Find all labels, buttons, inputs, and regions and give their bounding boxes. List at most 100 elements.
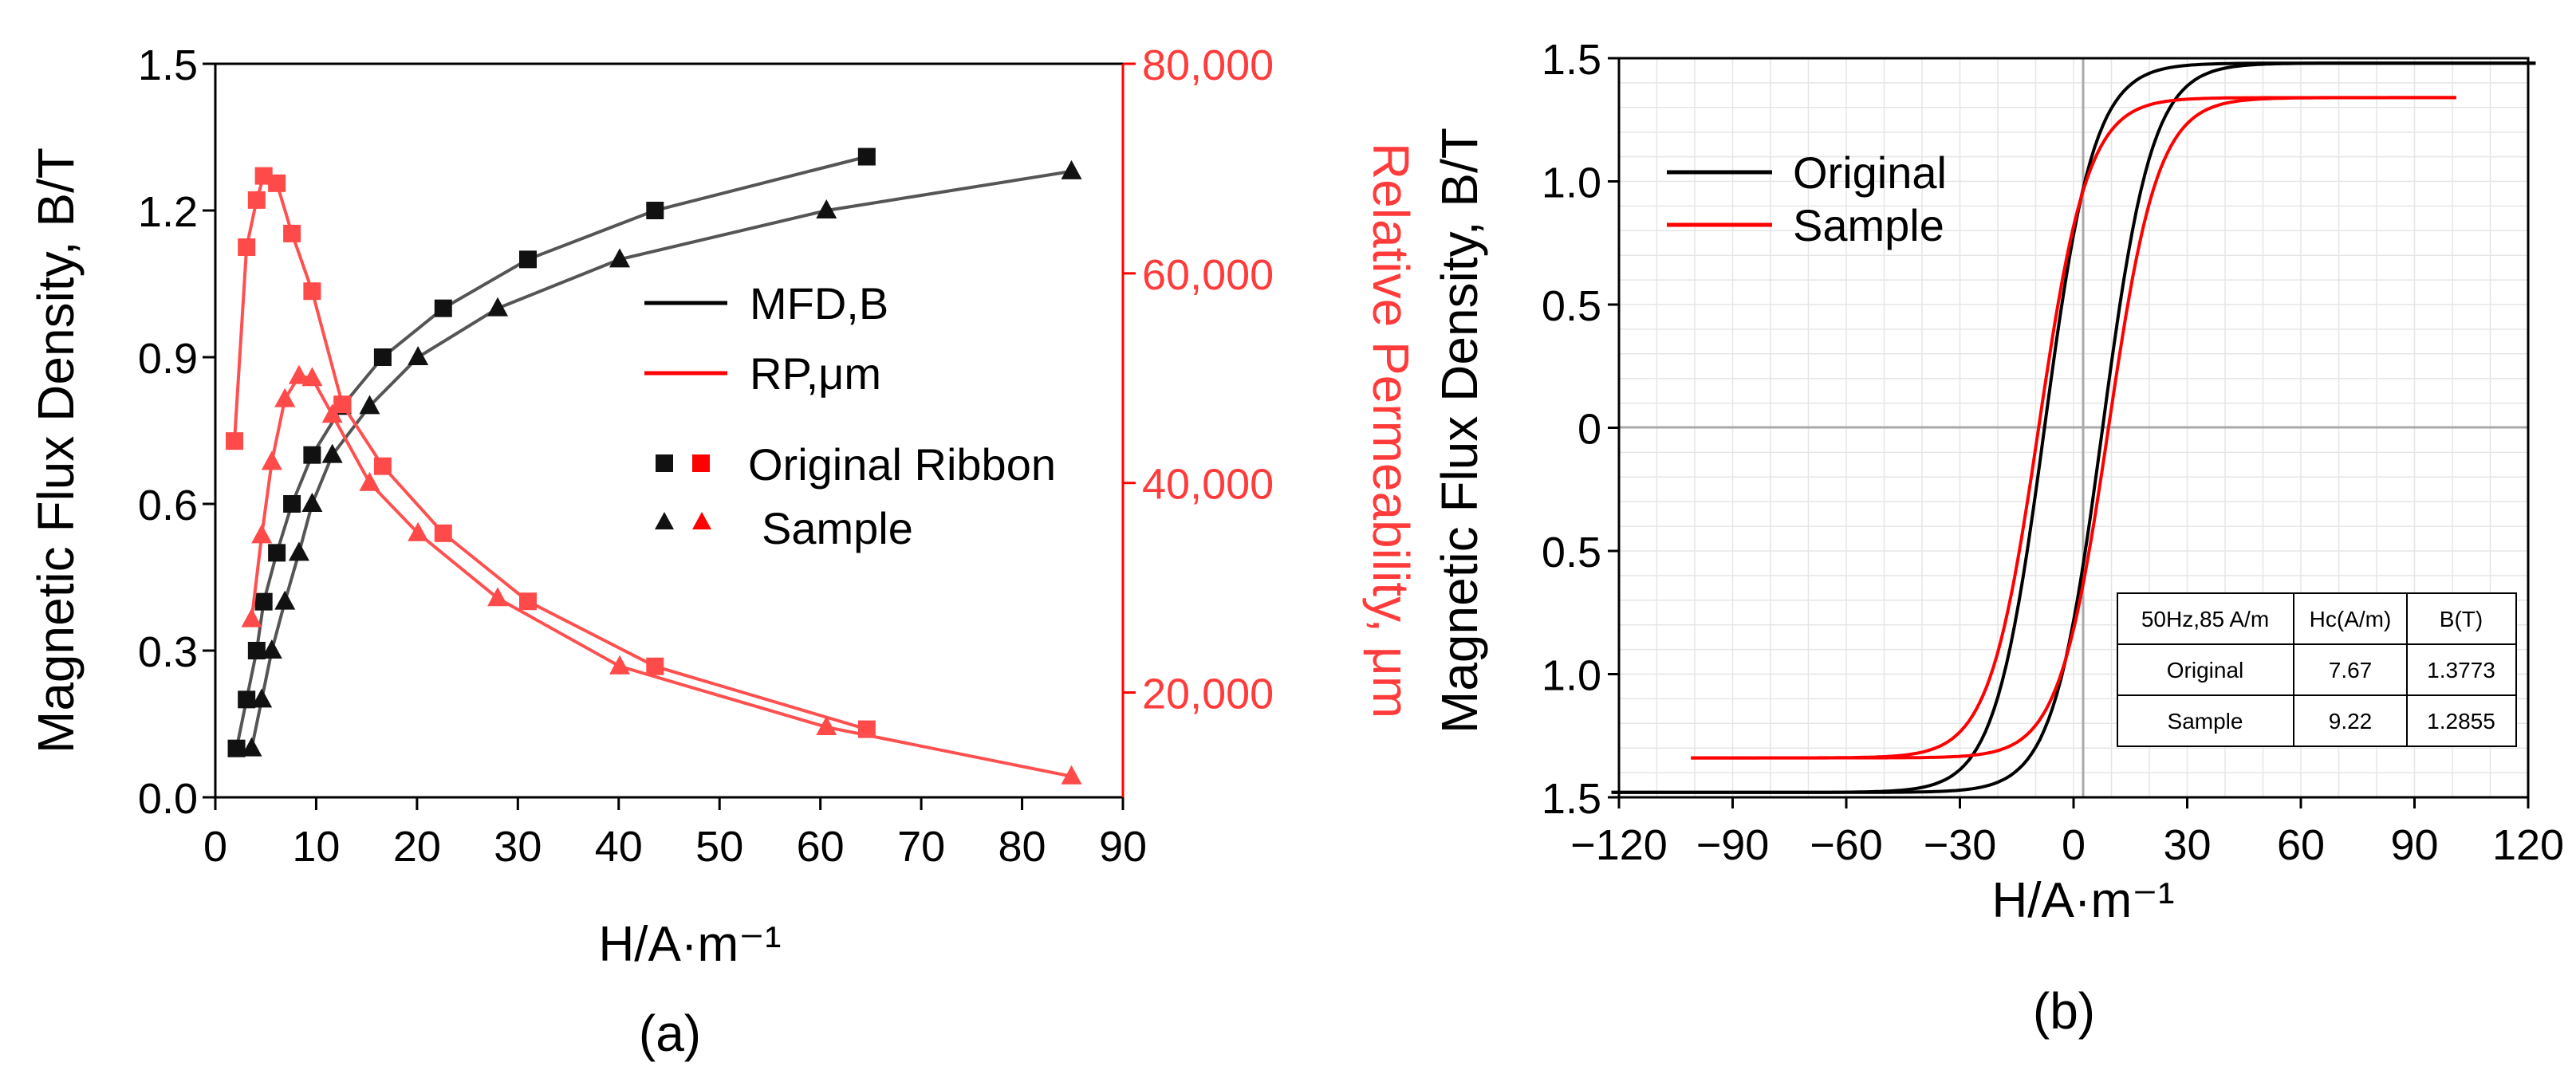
table-cell: 1.2855 bbox=[2427, 709, 2495, 734]
x-tick-label: 50 bbox=[695, 823, 743, 871]
x-tick-label: 60 bbox=[797, 823, 845, 871]
x-tick-label: 40 bbox=[595, 823, 643, 871]
series-line bbox=[250, 374, 1072, 778]
y2-tick-label: 20,000 bbox=[1142, 671, 1274, 718]
data-point-square bbox=[373, 457, 392, 475]
y-tick-label: 1.5 bbox=[1542, 36, 1601, 84]
legend-marker-original-red bbox=[692, 454, 710, 472]
table-header-hc: Hc(A/m) bbox=[2310, 607, 2392, 631]
panel-b-legend: Original Sample bbox=[1667, 148, 1947, 250]
table-cell: Original bbox=[2167, 658, 2243, 683]
data-point-triangle bbox=[274, 590, 296, 610]
data-point-triangle bbox=[241, 737, 262, 757]
panel-b-label: (b) bbox=[2033, 982, 2095, 1040]
x-tick-label: −30 bbox=[1924, 821, 1997, 869]
y-tick-label: 0.5 bbox=[1542, 282, 1601, 330]
panel-b-y-ticks: 1.5 1.0 0.5 0 0.5 1.0 1.5 bbox=[1542, 36, 1619, 823]
data-point-triangle bbox=[408, 521, 429, 541]
table-header-condition: 50Hz,85 A/m bbox=[2141, 607, 2269, 631]
y-tick-label: 0.5 bbox=[1542, 529, 1601, 576]
legend-marker-sample-black bbox=[655, 512, 674, 529]
data-point-square bbox=[373, 348, 392, 366]
data-point-triangle bbox=[359, 471, 380, 491]
legend-label-rp: RP,μm bbox=[750, 348, 881, 399]
x-tick-label: 70 bbox=[897, 823, 945, 871]
data-point-square bbox=[227, 739, 246, 757]
data-point-triangle bbox=[321, 443, 343, 463]
y-tick-label: 1.0 bbox=[1542, 652, 1601, 700]
data-point-triangle bbox=[408, 346, 429, 365]
x-tick-label: 120 bbox=[2492, 821, 2564, 869]
hysteresis-branch-descending bbox=[1691, 96, 2456, 760]
x-tick-label: 10 bbox=[292, 823, 340, 871]
data-point-triangle bbox=[288, 541, 309, 561]
legend-label-sample: Sample bbox=[762, 503, 913, 553]
y2-tick-label: 60,000 bbox=[1142, 251, 1274, 299]
data-point-square bbox=[434, 299, 452, 317]
data-point-square bbox=[238, 690, 256, 709]
y-tick-label: 1.5 bbox=[138, 41, 198, 89]
data-point-triangle bbox=[359, 395, 380, 415]
panel-a-x-label: H/A·m⁻¹ bbox=[598, 917, 781, 972]
data-point-triangle bbox=[301, 493, 323, 512]
data-table: 50Hz,85 A/m Hc(A/m) B(T) Original 7.67 1… bbox=[2117, 592, 2517, 747]
legend-label-original: Original bbox=[1793, 148, 1947, 198]
table-cell: 7.67 bbox=[2329, 658, 2373, 683]
data-point-triangle bbox=[321, 403, 343, 423]
data-point-square bbox=[646, 657, 664, 675]
hysteresis-branch-descending bbox=[1611, 61, 2536, 794]
table-cell: 1.3773 bbox=[2427, 658, 2495, 683]
legend-label-sample-b: Sample bbox=[1793, 200, 1944, 250]
data-point-triangle bbox=[251, 524, 273, 544]
data-point-square bbox=[518, 250, 537, 269]
panel-b-series bbox=[1611, 61, 2536, 794]
x-tick-label: −120 bbox=[1570, 821, 1668, 869]
data-point-square bbox=[333, 395, 352, 414]
data-point-triangle bbox=[1061, 159, 1082, 179]
legend-marker-original-black bbox=[656, 454, 673, 472]
y-tick-label: 0.6 bbox=[138, 482, 198, 529]
panel-a-legend: MFD,B RP,μm Original Ribbon Sample bbox=[644, 278, 1056, 553]
panel-a-y2-label: Relative Permeability, μm bbox=[1362, 143, 1420, 718]
panel-a-y-ticks: 0.0 0.3 0.6 0.9 1.2 1.5 bbox=[138, 41, 215, 823]
y2-tick-label: 80,000 bbox=[1142, 41, 1274, 89]
table-header-b: B(T) bbox=[2440, 607, 2483, 631]
data-point-square bbox=[247, 191, 266, 209]
x-tick-label: 0 bbox=[2062, 821, 2086, 869]
panel-a-y-label: Magnetic Flux Density, B/T bbox=[27, 148, 85, 753]
data-point-triangle bbox=[609, 248, 631, 268]
data-point-square bbox=[283, 495, 301, 513]
data-point-square bbox=[857, 148, 876, 166]
data-point-triangle bbox=[301, 367, 323, 387]
panel-a-x-ticks: 0 10 20 30 40 50 60 70 80 90 bbox=[203, 797, 1147, 871]
data-point-triangle bbox=[816, 199, 837, 218]
data-point-triangle bbox=[261, 639, 282, 659]
x-tick-label: 30 bbox=[2163, 821, 2211, 869]
y2-tick-label: 40,000 bbox=[1142, 461, 1274, 509]
data-point-square bbox=[247, 642, 266, 659]
y-tick-label: 0.3 bbox=[138, 628, 198, 676]
x-tick-label: 60 bbox=[2277, 821, 2325, 869]
y-tick-label: 1.0 bbox=[1542, 159, 1601, 207]
data-point-triangle bbox=[241, 608, 262, 627]
panel-b-x-ticks: −120 −90 −60 −30 0 30 60 90 120 bbox=[1570, 797, 2564, 869]
data-point-square bbox=[303, 282, 321, 301]
data-point-square bbox=[254, 592, 273, 611]
panel-b: −120 −90 −60 −30 0 30 60 90 120 1.5 1.0 0.5 0 0.5 1.0… bbox=[1431, 36, 2564, 1040]
x-tick-label: −60 bbox=[1810, 821, 1883, 869]
x-tick-label: 90 bbox=[2390, 821, 2438, 869]
data-point-square bbox=[226, 432, 244, 450]
x-tick-label: 90 bbox=[1099, 823, 1147, 871]
data-point-triangle bbox=[609, 655, 631, 675]
panel-a-label: (a) bbox=[639, 1005, 701, 1062]
data-point-triangle bbox=[487, 587, 509, 607]
x-tick-label: 30 bbox=[494, 823, 542, 871]
data-point-square bbox=[268, 174, 286, 192]
data-point-square bbox=[646, 202, 664, 219]
data-point-square bbox=[303, 446, 321, 464]
panel-a-y2-ticks: 20,000 40,000 60,000 80,000 bbox=[1123, 41, 1274, 718]
x-tick-label: 80 bbox=[998, 823, 1046, 871]
data-point-square bbox=[268, 544, 286, 562]
y-tick-label: 0.9 bbox=[138, 335, 198, 383]
